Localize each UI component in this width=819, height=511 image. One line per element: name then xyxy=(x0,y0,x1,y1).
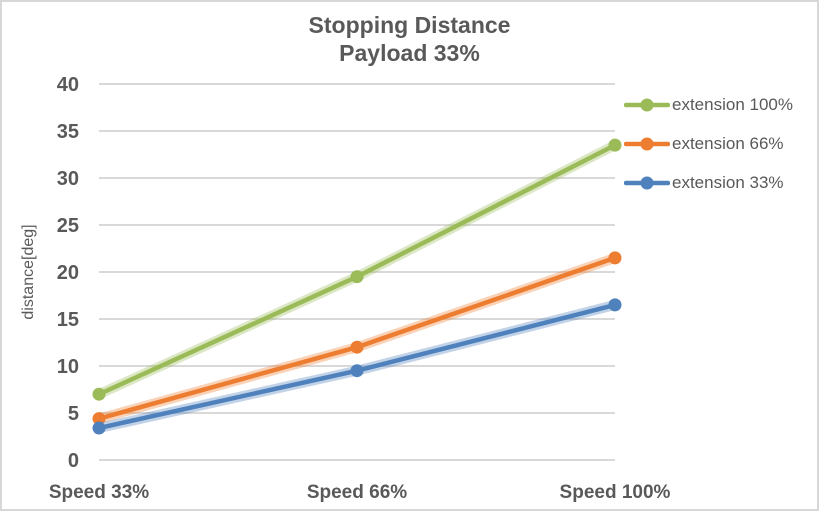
y-tick-label: 30 xyxy=(57,168,79,190)
data-point-marker xyxy=(92,387,106,401)
data-point-marker xyxy=(350,364,364,378)
data-point-marker xyxy=(350,270,364,284)
y-tick-label: 15 xyxy=(57,309,79,331)
legend-item: extension 33% xyxy=(624,170,793,195)
data-point-marker xyxy=(608,138,622,152)
legend-label: extension 100% xyxy=(672,94,793,114)
legend-marker-icon xyxy=(624,176,670,189)
y-tick-label: 0 xyxy=(68,450,79,472)
x-category-label: Speed 100% xyxy=(560,482,671,503)
data-point-marker xyxy=(350,340,364,354)
legend-marker-icon xyxy=(624,98,670,111)
x-category-label: Speed 33% xyxy=(49,482,149,503)
legend-item: extension 66% xyxy=(624,131,793,156)
y-tick-label: 20 xyxy=(57,262,79,284)
data-point-marker xyxy=(608,298,622,312)
legend-item: extension 100% xyxy=(624,92,793,117)
legend-marker-icon xyxy=(624,137,670,150)
data-point-marker xyxy=(92,421,106,435)
y-tick-label: 40 xyxy=(57,74,79,96)
legend-label: extension 66% xyxy=(672,133,784,153)
data-point-marker xyxy=(608,251,622,265)
legend: extension 100% extension 66% extension 33% xyxy=(624,92,793,195)
chart-subtitle: Payload 33% xyxy=(339,40,480,66)
legend-label: extension 33% xyxy=(672,172,784,192)
y-tick-label: 5 xyxy=(68,403,79,425)
x-category-label: Speed 66% xyxy=(307,482,407,503)
chart-title-block: Stopping Distance Payload 33% xyxy=(2,11,817,67)
chart-title: Stopping Distance xyxy=(308,12,511,38)
series-line xyxy=(96,142,618,397)
y-tick-label: 35 xyxy=(57,121,79,143)
y-tick-label: 10 xyxy=(57,356,79,378)
y-tick-label: 25 xyxy=(57,215,79,237)
data-point-marker xyxy=(92,412,106,426)
